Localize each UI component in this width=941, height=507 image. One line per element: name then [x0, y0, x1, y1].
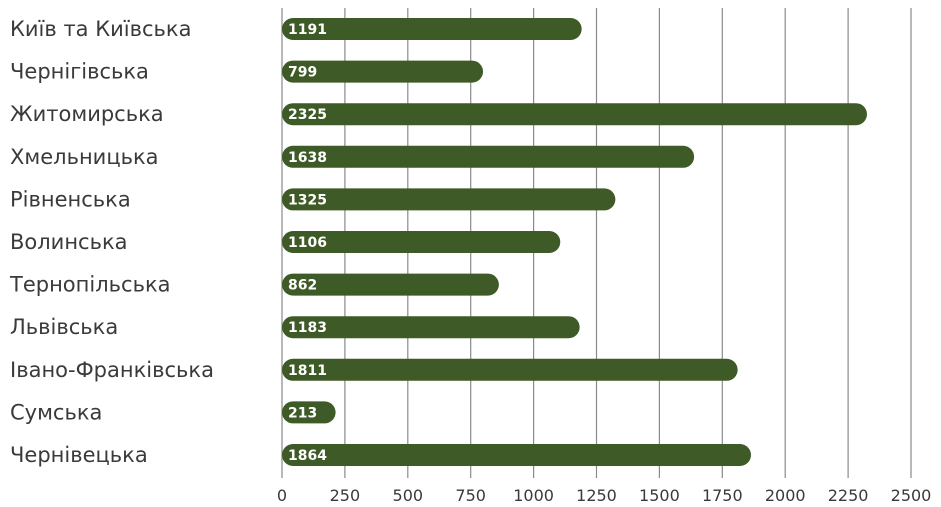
- category-label: Львівська: [10, 315, 118, 339]
- category-label: Сумська: [10, 400, 102, 424]
- x-tick-label: 2500: [891, 486, 932, 505]
- x-tick-label: 250: [330, 486, 361, 505]
- bar: [282, 358, 738, 381]
- bars: 1191 799 2325 1638 1325 1106 862 1183 1811 213 186…: [282, 18, 867, 466]
- x-tick-label: 0: [277, 486, 287, 505]
- bar: [282, 188, 616, 211]
- bar-value-label: 2325: [288, 107, 327, 123]
- bar-value-label: 799: [288, 65, 317, 81]
- bar: [282, 60, 484, 83]
- category-label: Київ та Київська: [10, 17, 191, 41]
- x-tick-label: 1500: [639, 486, 680, 505]
- bar: [282, 444, 751, 466]
- bar: [282, 103, 867, 126]
- category-label: Рівненська: [10, 187, 131, 211]
- bar-value-label: 213: [288, 405, 317, 421]
- bar-value-label: 1183: [288, 320, 327, 336]
- bar: [282, 401, 336, 424]
- x-tick-label: 2250: [828, 486, 869, 505]
- bar-value-label: 862: [288, 278, 317, 294]
- category-label: Чернівецька: [10, 443, 148, 467]
- category-label: Хмельницька: [10, 145, 159, 169]
- x-axis-ticks: 0 250 500 750 1000 1250 1500 1750 2000 2250 2500: [277, 486, 931, 505]
- x-tick-label: 500: [393, 486, 424, 505]
- category-label: Чернігівська: [10, 60, 149, 84]
- bar: [282, 316, 580, 339]
- bar-value-label: 1811: [288, 363, 327, 379]
- category-labels: Київ та Київська Чернігівська Житомирська Х…: [9, 17, 214, 467]
- bar: [282, 273, 499, 296]
- bar-value-label: 1191: [288, 22, 327, 38]
- category-label: Житомирська: [10, 102, 164, 126]
- bar: [282, 145, 695, 168]
- category-label: Тернопільська: [9, 273, 171, 297]
- bar-value-label: 1638: [288, 150, 327, 166]
- bar-value-label: 1864: [288, 448, 327, 464]
- bar-value-label: 1325: [288, 192, 327, 208]
- category-label: Волинська: [10, 230, 128, 254]
- x-tick-label: 1750: [702, 486, 743, 505]
- bar: [282, 18, 582, 40]
- x-tick-label: 2000: [765, 486, 806, 505]
- bar: [282, 231, 561, 253]
- x-tick-label: 1250: [576, 486, 617, 505]
- category-label: Івано-Франківська: [10, 358, 214, 382]
- bar-value-label: 1106: [288, 235, 327, 251]
- x-tick-label: 1000: [513, 486, 554, 505]
- x-tick-label: 750: [455, 486, 486, 505]
